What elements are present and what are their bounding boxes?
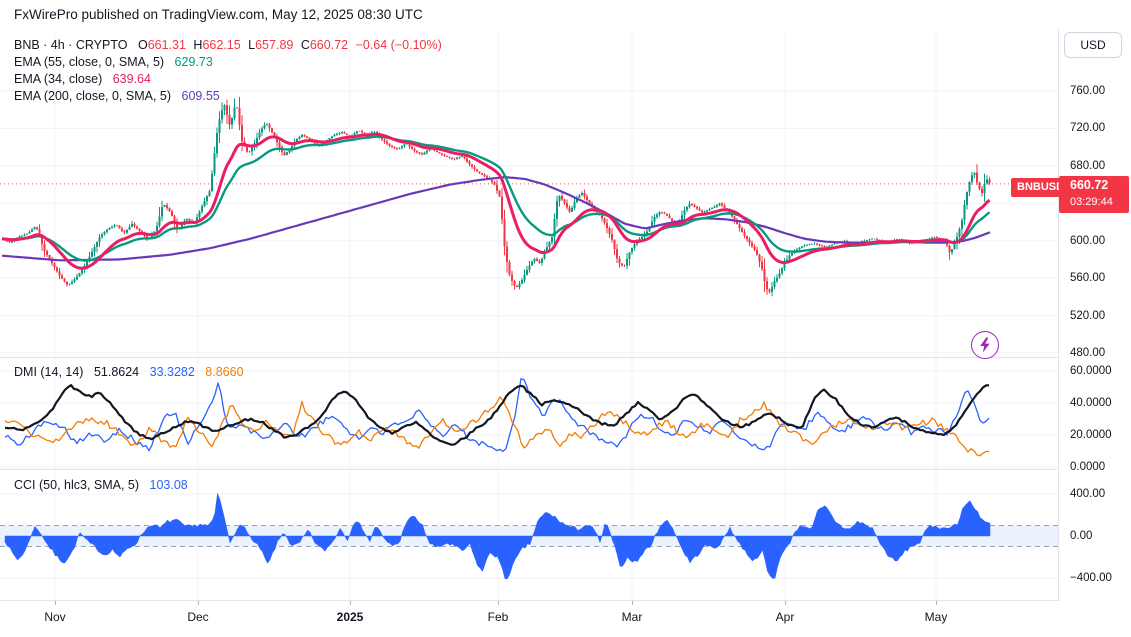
last-price-label: 660.72 03:29:44 xyxy=(1059,176,1129,213)
price-axis[interactable]: USD 760.00720.00680.00640.00600.00560.00… xyxy=(1059,30,1131,637)
time-tick-mark xyxy=(785,601,786,605)
open-label: O xyxy=(137,38,148,52)
cci-label: CCI (50, hlc3, SMA, 5) xyxy=(14,478,140,492)
main-chart-pane[interactable] xyxy=(0,30,1058,357)
dmi-tick-0.0000: 0.0000 xyxy=(1070,461,1106,473)
ema55-legend[interactable]: EMA (55, close, 0, SMA, 5) 629.73 xyxy=(14,54,442,71)
dmi-legend[interactable]: DMI (14, 14) 51.8624 33.3282 8.8660 xyxy=(14,364,244,381)
price-axis-separator xyxy=(1058,30,1059,637)
low-value: 657.89 xyxy=(255,38,294,52)
ema200-legend[interactable]: EMA (200, close, 0, SMA, 5) 609.55 xyxy=(14,88,442,105)
price-tick-600.00: 600.00 xyxy=(1070,234,1106,247)
close-value: 660.72 xyxy=(309,38,349,52)
low-label: L xyxy=(248,38,256,52)
dmi-tick-20.0000: 20.0000 xyxy=(1070,429,1112,441)
cci-value: 103.08 xyxy=(149,478,188,492)
cci-tick-400.00: 400.00 xyxy=(1070,488,1106,500)
page-title: FxWirePro published on TradingView.com, … xyxy=(14,7,423,22)
time-label-Apr: Apr xyxy=(775,610,795,624)
cci-tick-−400.00: −400.00 xyxy=(1070,572,1112,584)
pane-separator[interactable] xyxy=(0,357,1131,358)
time-label-May: May xyxy=(924,610,948,624)
time-label-2025: 2025 xyxy=(336,610,364,624)
cci-legend[interactable]: CCI (50, hlc3, SMA, 5) 103.08 xyxy=(14,477,188,494)
price-tick-520.00: 520.00 xyxy=(1070,309,1106,322)
change-value: −0.64 (−0.10%) xyxy=(355,38,442,52)
symbol-legend[interactable]: BNB · 4h · CRYPTO O661.31 H662.15 L657.8… xyxy=(14,37,442,54)
price-tick-680.00: 680.00 xyxy=(1070,159,1106,172)
dmi-minus-di-value: 8.8660 xyxy=(205,365,244,379)
price-tick-760.00: 760.00 xyxy=(1070,85,1106,97)
time-label-Dec: Dec xyxy=(187,610,209,624)
close-label: C xyxy=(300,38,310,52)
pane-separator[interactable] xyxy=(0,469,1131,470)
ema200-value: 609.55 xyxy=(181,89,220,103)
symbol-name: BNB · 4h · CRYPTO xyxy=(14,38,128,52)
ema34-label: EMA (34, close) xyxy=(14,72,103,86)
dmi-tick-60.0000: 60.0000 xyxy=(1070,365,1112,377)
open-value: 661.31 xyxy=(147,38,186,52)
last-price-value: 660.72 xyxy=(1070,178,1109,192)
ema34-value: 639.64 xyxy=(112,72,151,86)
price-tick-720.00: 720.00 xyxy=(1070,122,1106,135)
dmi-indicator-pane[interactable] xyxy=(0,357,1058,469)
dmi-plus-di-value: 33.3282 xyxy=(149,365,195,379)
ema55-label: EMA (55, close, 0, SMA, 5) xyxy=(14,55,165,69)
dmi-adx-value: 51.8624 xyxy=(93,365,140,379)
ema55-value: 629.73 xyxy=(174,55,213,69)
bar-countdown: 03:29:44 xyxy=(1070,196,1113,208)
time-tick-mark xyxy=(55,601,56,605)
instant-trading-button[interactable] xyxy=(971,331,999,359)
dmi-label: DMI (14, 14) xyxy=(14,365,84,379)
time-label-Feb: Feb xyxy=(487,610,509,624)
time-label-Nov: Nov xyxy=(44,610,66,624)
ema34-legend[interactable]: EMA (34, close) 639.64 xyxy=(14,71,442,88)
time-label-Mar: Mar xyxy=(621,610,643,624)
ema200-label: EMA (200, close, 0, SMA, 5) xyxy=(14,89,172,103)
time-tick-mark xyxy=(198,601,199,605)
lightning-bolt-icon xyxy=(980,337,990,353)
dmi-tick-40.0000: 40.0000 xyxy=(1070,397,1112,409)
time-tick-mark xyxy=(632,601,633,605)
price-tick-560.00: 560.00 xyxy=(1070,272,1106,285)
symbol-price-tag: BNBUSD xyxy=(1011,178,1071,197)
cci-indicator-pane[interactable] xyxy=(0,469,1058,600)
time-tick-mark xyxy=(498,601,499,605)
time-tick-mark xyxy=(936,601,937,605)
pane-separator xyxy=(0,600,1131,601)
high-label: H xyxy=(193,38,203,52)
price-tick-480.00: 480.00 xyxy=(1070,346,1106,359)
cci-tick-0.00: 0.00 xyxy=(1070,530,1093,542)
time-tick-mark xyxy=(350,601,351,605)
time-axis[interactable]: Nov Dec 2025 Feb Mar Apr May xyxy=(0,601,1131,637)
currency-usd-button[interactable]: USD xyxy=(1064,32,1122,58)
high-value: 662.15 xyxy=(202,38,241,52)
